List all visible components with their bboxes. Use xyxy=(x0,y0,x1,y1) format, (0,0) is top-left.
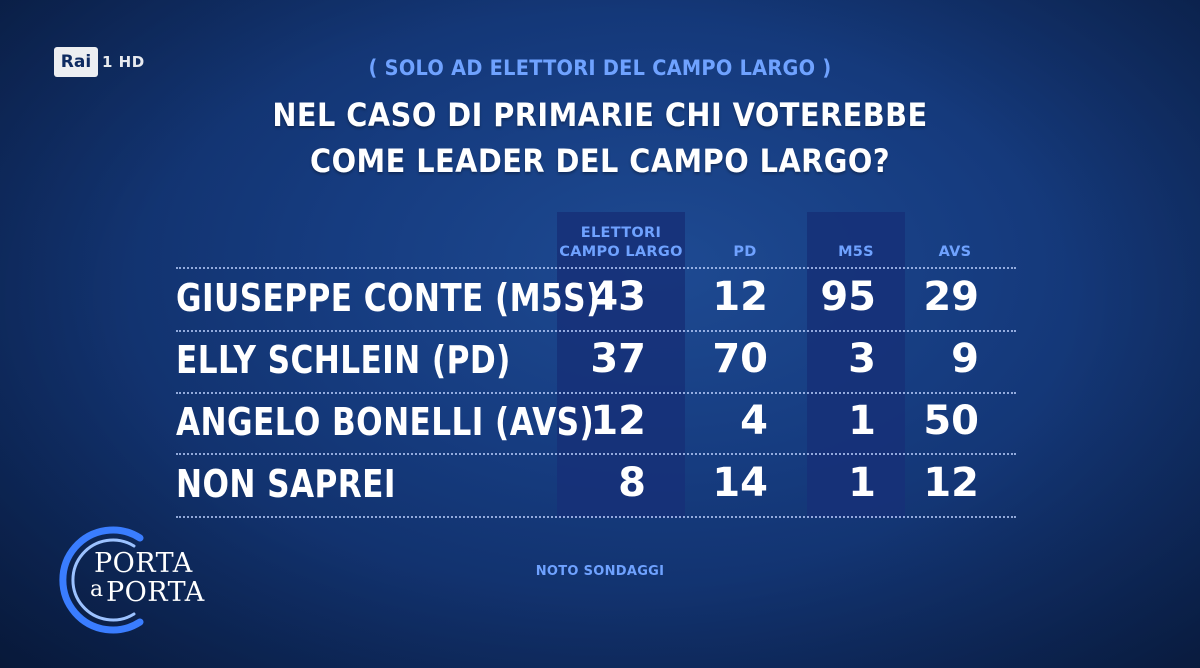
cell-bonelli-avs: 50 xyxy=(923,398,979,444)
row-separator xyxy=(176,516,1016,518)
row-label-bonelli: ANGELO BONELLI (AVS) xyxy=(176,400,595,444)
cell-schlein-m5s: 3 xyxy=(848,336,876,382)
col-header-avs: AVS xyxy=(938,244,972,260)
col-header-line1: ELETTORI xyxy=(580,225,662,241)
row-separator xyxy=(176,453,1016,455)
cell-non-saprei-m5s: 1 xyxy=(848,460,876,506)
row-separator xyxy=(176,267,1016,269)
cell-non-saprei-pd: 14 xyxy=(712,460,768,506)
title-line-1: NEL CASO DI PRIMARIE CHI VOTEREBBE xyxy=(272,96,928,134)
cell-bonelli-pd: 4 xyxy=(740,398,768,444)
row-label-conte: GIUSEPPE CONTE (M5S) xyxy=(176,276,601,320)
row-label-non-saprei: NON SAPREI xyxy=(176,462,396,506)
row-separator xyxy=(176,392,1016,394)
cell-conte-campo-largo: 43 xyxy=(590,274,646,320)
col-header-line2: CAMPO LARGO xyxy=(559,244,683,260)
chart-title: NEL CASO DI PRIMARIE CHI VOTEREBBE COME … xyxy=(60,92,1140,184)
cell-conte-avs: 29 xyxy=(923,274,979,320)
cell-non-saprei-avs: 12 xyxy=(923,460,979,506)
title-line-2: COME LEADER DEL CAMPO LARGO? xyxy=(310,142,890,180)
cell-conte-pd: 12 xyxy=(712,274,768,320)
highlight-column-m5s xyxy=(807,212,905,518)
row-separator xyxy=(176,330,1016,332)
porta-a-porta-logo: PORTA a PORTA xyxy=(44,520,234,640)
cell-schlein-pd: 70 xyxy=(712,336,768,382)
cell-schlein-avs: 9 xyxy=(951,336,979,382)
highlight-column-campo-largo xyxy=(557,212,685,518)
rai-logo: Rai 1 HD xyxy=(54,47,145,77)
rai-logo-box: Rai xyxy=(54,47,98,77)
chart-subtitle: ( SOLO AD ELETTORI DEL CAMPO LARGO ) xyxy=(368,56,832,80)
col-header-m5s: M5S xyxy=(838,244,874,260)
col-header-pd: PD xyxy=(733,244,757,260)
logo-line-1: PORTA xyxy=(94,548,193,579)
logo-line-3: PORTA xyxy=(106,577,205,608)
cell-bonelli-campo-largo: 12 xyxy=(590,398,646,444)
cell-bonelli-m5s: 1 xyxy=(848,398,876,444)
source-label: NOTO SONDAGGI xyxy=(535,564,665,579)
logo-line-2: a xyxy=(90,577,104,602)
col-header-campo-largo: ELETTORI CAMPO LARGO xyxy=(557,224,685,262)
logo-arc-icon xyxy=(59,526,144,634)
row-label-schlein: ELLY SCHLEIN (PD) xyxy=(176,338,511,382)
cell-schlein-campo-largo: 37 xyxy=(590,336,646,382)
channel-label: 1 HD xyxy=(102,53,145,71)
cell-non-saprei-campo-largo: 8 xyxy=(618,460,646,506)
cell-conte-m5s: 95 xyxy=(820,274,876,320)
